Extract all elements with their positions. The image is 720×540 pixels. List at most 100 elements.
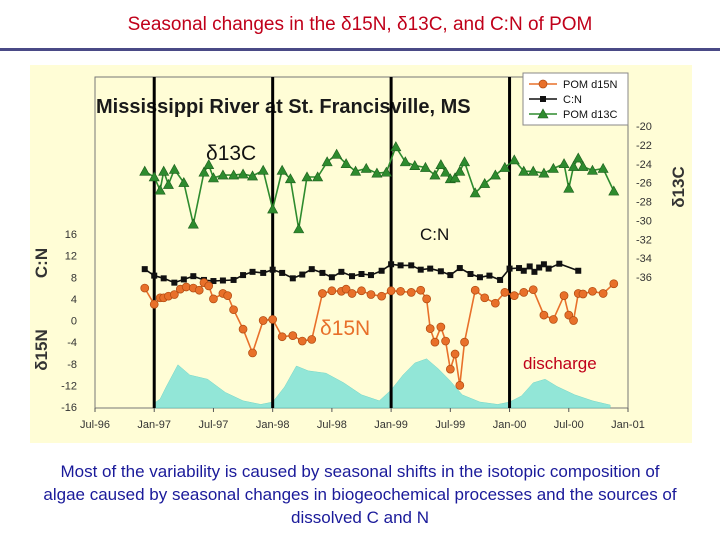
right-tick-label-2: -24 xyxy=(636,159,652,171)
series-1-point-41 xyxy=(531,268,538,275)
series-1-point-14 xyxy=(279,269,286,276)
series-2-point-61 xyxy=(609,279,619,289)
x-tick-label-0: Jul-96 xyxy=(80,419,110,431)
series-1-point-42 xyxy=(536,264,543,271)
series-1-point-11 xyxy=(249,268,256,275)
series-0-point-35 xyxy=(440,166,452,177)
series-0-point-19 xyxy=(293,223,305,234)
series-1-point-26 xyxy=(397,262,404,269)
x-tick-label-3: Jan-98 xyxy=(256,419,290,431)
series-1-point-7 xyxy=(210,278,217,285)
series-2-point-48 xyxy=(500,288,510,297)
series-0-point-37 xyxy=(449,172,461,183)
series-0-point-29 xyxy=(390,141,402,152)
series-2-point-19 xyxy=(268,315,278,324)
series-2-point-49 xyxy=(509,291,519,300)
series-2-point-29 xyxy=(357,286,366,296)
slide-caption: Most of the variability is caused by sea… xyxy=(43,462,677,527)
series-2-point-7 xyxy=(181,282,191,292)
series-1-point-19 xyxy=(328,274,335,281)
right-tick-label-8: -36 xyxy=(636,272,652,284)
series-2-point-53 xyxy=(549,315,558,324)
series-2-point-51 xyxy=(528,285,538,295)
series-0-point-15 xyxy=(257,164,269,175)
series-0-point-0 xyxy=(139,165,151,176)
series-0-point-30 xyxy=(399,156,411,167)
series-2-point-24 xyxy=(318,289,327,298)
right-tick-label-3: -26 xyxy=(636,178,652,190)
series-1-point-15 xyxy=(289,275,296,282)
annotation-discharge: discharge xyxy=(523,354,597,373)
annotation-cn: C:N xyxy=(420,225,449,244)
series-0-point-56 xyxy=(608,185,620,196)
left-axis-title-d15n: δ15N xyxy=(32,329,51,371)
series-1-point-27 xyxy=(408,262,415,269)
series-2-point-16 xyxy=(238,324,248,334)
series-1-point-17 xyxy=(308,266,315,273)
series-2-point-36 xyxy=(422,294,431,304)
series-1-point-43 xyxy=(540,261,547,268)
series-2-point-20 xyxy=(277,332,287,342)
series-0-point-49 xyxy=(558,158,570,169)
left-tick-label-0: 16 xyxy=(65,229,77,241)
series-1-point-13 xyxy=(269,266,276,273)
left-tick-label-7: -12 xyxy=(61,380,77,392)
slide-title: Seasonal changes in the δ15N, δ13C, and … xyxy=(127,14,593,35)
chart-title: Mississippi River at St. Francisville, M… xyxy=(96,96,471,118)
series-2-point-1 xyxy=(149,299,159,309)
series-0-point-54 xyxy=(586,164,598,175)
series-0-point-50 xyxy=(563,182,575,193)
series-0-point-2 xyxy=(154,184,166,195)
title-rule xyxy=(0,48,720,51)
series-2-point-38 xyxy=(430,337,440,347)
legend-marker-2 xyxy=(537,108,549,119)
series-1-point-39 xyxy=(520,267,527,274)
series-1-point-22 xyxy=(358,271,365,278)
series-2-point-55 xyxy=(564,310,574,320)
x-tick-label-8: Jul-00 xyxy=(554,419,584,431)
series-2-point-47 xyxy=(490,298,500,308)
left-tick-label-3: 4 xyxy=(71,294,77,306)
series-2-point-27 xyxy=(341,284,351,294)
series-0-point-9 xyxy=(203,159,215,169)
series-1-point-28 xyxy=(417,266,424,273)
x-tick-label-1: Jan-97 xyxy=(137,419,171,431)
series-0-point-34 xyxy=(435,159,447,169)
series-1-point-16 xyxy=(299,271,306,278)
series-2-point-34 xyxy=(406,288,416,297)
series-1-point-33 xyxy=(467,271,474,278)
left-tick-label-5: -4 xyxy=(67,337,77,349)
legend-entry-0: POM d15N xyxy=(563,79,617,91)
series-2-point-12 xyxy=(209,294,218,304)
series-1-point-24 xyxy=(378,267,385,274)
annotation-d13c: δ13C xyxy=(206,142,256,165)
series-0-point-3 xyxy=(158,165,170,176)
series-0-point-5 xyxy=(168,163,180,174)
series-1-point-10 xyxy=(240,272,247,279)
x-tick-label-7: Jan-00 xyxy=(493,419,527,431)
series-1-point-35 xyxy=(486,272,493,279)
left-tick-label-1: 12 xyxy=(65,251,77,263)
series-0-point-39 xyxy=(459,156,471,167)
series-0-point-27 xyxy=(371,167,383,178)
series-1-point-29 xyxy=(427,265,434,272)
series-1-point-40 xyxy=(526,263,533,270)
series-0-point-6 xyxy=(178,177,190,187)
x-tick-label-4: Jul-98 xyxy=(317,419,347,431)
series-2-point-31 xyxy=(377,291,386,301)
chart-svg: Mississippi River at St. Francisville, M… xyxy=(32,72,688,431)
series-0-point-45 xyxy=(518,165,530,176)
series-0-point-10 xyxy=(207,172,219,183)
series-0-point-8 xyxy=(198,166,210,177)
series-1-point-44 xyxy=(545,265,552,272)
series-1-point-5 xyxy=(190,273,197,280)
series-2-point-59 xyxy=(588,286,597,296)
series-0-point-38 xyxy=(454,165,466,176)
series-0-point-14 xyxy=(247,170,259,181)
series-2-point-52 xyxy=(539,310,549,320)
series-2-point-37 xyxy=(425,324,435,333)
series-0-point-26 xyxy=(360,162,372,173)
right-tick-label-4: -28 xyxy=(636,197,652,209)
series-1-point-25 xyxy=(388,261,395,268)
series-0-point-40 xyxy=(469,187,481,198)
